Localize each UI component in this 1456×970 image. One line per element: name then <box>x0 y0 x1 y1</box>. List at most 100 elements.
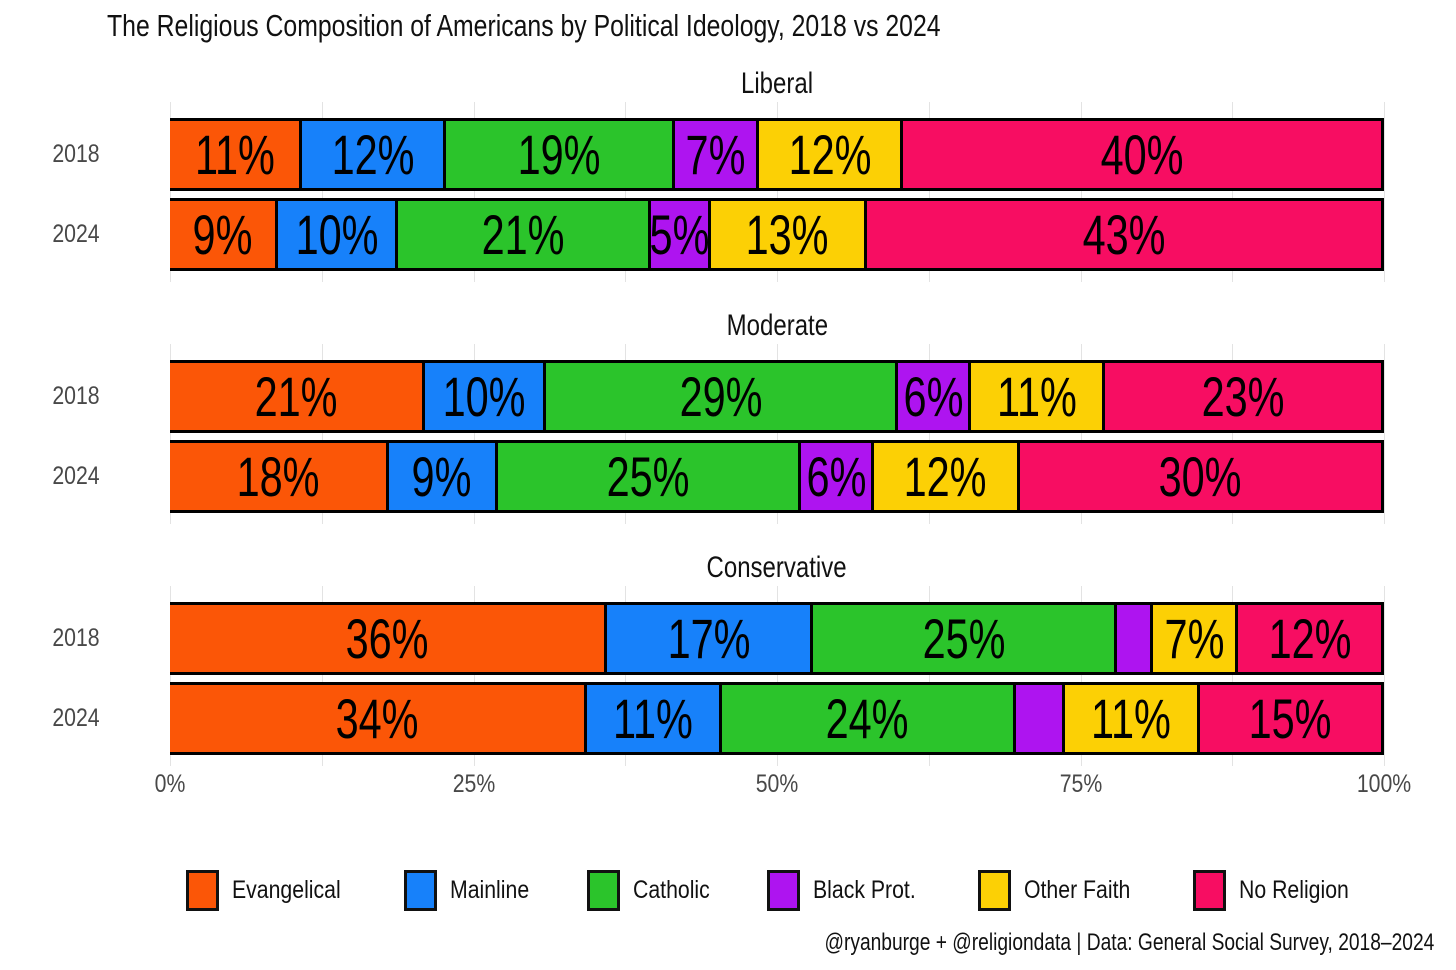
bar-segment-catholic: 19% <box>446 118 675 191</box>
gridline <box>1080 586 1082 766</box>
bar-segment-label: 9% <box>411 444 472 508</box>
gridline <box>625 586 627 766</box>
year-label: 2024 <box>0 440 100 513</box>
bar-segment-label: 7% <box>1164 606 1225 670</box>
x-axis-tick: 25% <box>452 770 495 798</box>
gridline <box>625 102 627 282</box>
panel-rows: 2018 36% 17% 25% 7% 12% 2024 34% 11% 24% 11% 15% <box>53 586 1385 766</box>
x-axis-tick: 50% <box>755 770 799 798</box>
bar-segment-mainline: 12% <box>302 118 447 191</box>
year-label-text: 2024 <box>52 462 100 490</box>
bar-segment-label: 11% <box>612 686 693 750</box>
credit-text: @ryanburge + @religiondata | Data: Gener… <box>824 929 1434 956</box>
bar-segment-label: 10% <box>442 364 526 428</box>
bar-segment-mainline: 17% <box>607 602 814 675</box>
panel-title-conservative: Conservative <box>170 550 1384 586</box>
gridline <box>1080 102 1082 282</box>
bar-segment-mainline: 10% <box>278 198 399 271</box>
bar-segment-label: 12% <box>788 122 872 186</box>
chart: Liberal 2018 11% 12% 19% 7% 12% 40% 2024 9% 10% 21%… <box>53 60 1411 911</box>
gridline <box>928 586 930 766</box>
gridline <box>473 586 475 766</box>
legend-item-catholic: Catholic <box>586 870 723 911</box>
bar-segment-label: 40% <box>1100 122 1184 186</box>
bar-segment-catholic: 24% <box>721 682 1017 755</box>
gridline <box>1080 344 1082 524</box>
bar-segment-catholic: 25% <box>813 602 1117 675</box>
gridline <box>321 344 323 524</box>
bar-row-conservative-2018: 2018 36% 17% 25% 7% 12% <box>53 602 1384 675</box>
bar-segment-label: 7% <box>685 122 746 186</box>
chart-title-text: The Religious Composition of Americans b… <box>107 8 941 43</box>
gridline <box>1232 102 1234 282</box>
gridline <box>321 102 323 282</box>
legend-swatch-mainline <box>403 870 437 911</box>
x-axis-tick: 0% <box>154 770 186 798</box>
bar-row-conservative-2024: 2024 34% 11% 24% 11% 15% <box>53 682 1384 755</box>
panel-title-text: Moderate <box>726 309 828 342</box>
bar-segment-label: 13% <box>746 202 829 266</box>
bar-segment-label: 34% <box>335 686 419 750</box>
bar-segment-mainline: 10% <box>424 360 547 433</box>
year-label-text: 2018 <box>52 624 100 652</box>
bar-segment-label: 25% <box>606 444 690 508</box>
gridline <box>777 102 778 282</box>
bar-segment-label: 11% <box>996 364 1077 428</box>
panel-title-text: Conservative <box>706 551 848 584</box>
gridline <box>473 102 475 282</box>
bar-segment-other-faith: 7% <box>1153 602 1239 675</box>
bar-segment-label: 12% <box>1268 606 1352 670</box>
gridline <box>1232 586 1234 766</box>
panel-rows: 2018 21% 10% 29% 6% 11% 23% 2024 18% 9% 25% 6% 12% 30… <box>53 344 1385 524</box>
bar-segment-other-faith: 11% <box>971 360 1105 433</box>
gridline <box>1384 344 1385 524</box>
panel-conservative: Conservative 2018 36% 17% 25% 7% 12% 2024 34% 11%… <box>53 550 1385 766</box>
bar-row-moderate-2018: 2018 21% 10% 29% 6% 11% 23% <box>53 360 1384 433</box>
legend-item-no-religion: No Religion <box>1192 870 1368 911</box>
credit-line: @ryanburge + @religiondata | Data: Gener… <box>672 929 1434 957</box>
year-label: 2018 <box>0 602 100 675</box>
bar-segment-label: 12% <box>331 122 415 186</box>
bar-segment-label: 30% <box>1158 444 1242 508</box>
bar-segment-label: 6% <box>806 444 867 508</box>
bar-segment-catholic: 25% <box>497 440 802 513</box>
bar-segment-label: 5% <box>649 202 710 266</box>
bar-segment-label: 11% <box>194 122 275 186</box>
panel-moderate: Moderate 2018 21% 10% 29% 6% 11% 23% 2024 18% 9% 25… <box>53 308 1385 524</box>
bar-segment-label: 21% <box>481 202 565 266</box>
bar-segment-evangelical: 34% <box>170 682 587 755</box>
legend-item-other-faith: Other Faith <box>977 870 1149 911</box>
gridline <box>170 102 171 282</box>
bar-segment-label: 18% <box>236 444 320 508</box>
legend-item-mainline: Mainline <box>403 870 543 911</box>
gridline <box>1384 586 1385 766</box>
bar-segment-label: 21% <box>254 364 338 428</box>
legend: Evangelical Mainline Catholic Black Prot. Ot… <box>170 870 1384 911</box>
gridline <box>170 344 171 524</box>
bar-segment-no-religion: 30% <box>1019 440 1384 513</box>
year-label-text: 2018 <box>52 140 100 168</box>
bar-segment-label: 11% <box>1091 686 1172 750</box>
year-label-text: 2024 <box>52 704 100 732</box>
x-axis-tick: 100% <box>1356 770 1412 798</box>
bar-segment-evangelical: 9% <box>170 198 279 271</box>
bar-row-liberal-2024: 2024 9% 10% 21% 5% 13% 43% <box>53 198 1384 271</box>
bar-segment-no-religion: 23% <box>1104 360 1384 433</box>
panel-title-text: Liberal <box>740 67 814 100</box>
x-axis-tick: 75% <box>1059 770 1102 798</box>
panel-rows: 2018 11% 12% 19% 7% 12% 40% 2024 9% 10% 21% 5% 13% 43… <box>53 102 1385 282</box>
legend-label: Evangelical <box>231 876 341 904</box>
panel-title-moderate: Moderate <box>170 308 1384 344</box>
year-label-text: 2024 <box>52 220 100 248</box>
year-label: 2018 <box>0 360 100 433</box>
bar-row-moderate-2024: 2024 18% 9% 25% 6% 12% 30% <box>53 440 1384 513</box>
legend-label: Catholic <box>632 876 710 904</box>
year-label-text: 2018 <box>52 382 100 410</box>
bar-segment-label: 9% <box>192 202 253 266</box>
bar-segment-label: 25% <box>922 606 1006 670</box>
bar-segment-other-faith: 13% <box>710 198 868 271</box>
bar-segment-no-religion: 12% <box>1238 602 1384 675</box>
gridline <box>928 344 930 524</box>
bar-segment-no-religion: 40% <box>903 118 1384 191</box>
bar-segment-black-prot: 6% <box>898 360 972 433</box>
